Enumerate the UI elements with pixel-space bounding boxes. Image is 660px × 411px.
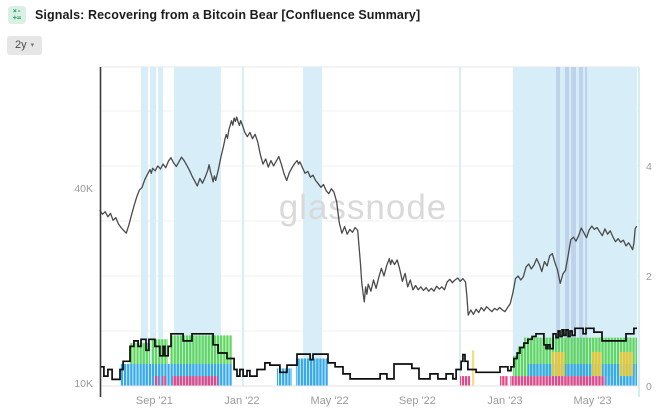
green-signal-bars [129, 343, 150, 364]
yellow-signal-bars [592, 351, 603, 377]
x-axis-tick-label: Sep '22 [399, 395, 436, 407]
yellow-signal-bars [552, 351, 565, 377]
yellow-signal-bars [472, 350, 475, 386]
blue-signal-bars [527, 364, 605, 377]
confluence-highlight-band [141, 67, 149, 386]
confluence-highlight-band [242, 67, 245, 386]
band-overlap-streak [564, 67, 570, 386]
blue-signal-bars [295, 358, 329, 386]
left-axis-tick-label: 40K [74, 183, 93, 195]
pink-signal-bars [154, 376, 159, 386]
left-axis-tick-label: 10K [74, 378, 93, 390]
x-axis-tick-label: Jan '22 [224, 395, 259, 407]
signals-calc-icon: ×- += [8, 6, 26, 24]
band-overlap-streak [556, 67, 560, 386]
plot-area[interactable] [100, 67, 639, 386]
icon-glyph-row: ×- [12, 7, 22, 15]
band-overlap-streak [571, 67, 577, 386]
pink-signal-bars [460, 376, 471, 386]
x-axis-tick-label: May '22 [310, 395, 348, 407]
time-range-label: 2y [15, 39, 27, 51]
confluence-highlight-band [149, 67, 156, 386]
page-title: Signals: Recovering from a Bitcoin Bear … [35, 8, 421, 22]
green-signal-bars [517, 346, 524, 377]
pink-signal-bars [500, 376, 508, 386]
pink-signal-bars [172, 376, 219, 386]
time-range-dropdown[interactable]: 2y ▾ [7, 36, 43, 55]
x-axis-tick-label: Sep '21 [136, 395, 173, 407]
chevron-down-icon: ▾ [30, 42, 35, 49]
confluence-highlight-band [173, 67, 221, 386]
yellow-signal-bars [619, 351, 634, 377]
band-overlap-streak [584, 67, 588, 386]
icon-glyph-row: += [12, 14, 22, 22]
band-overlap-streak [578, 67, 584, 386]
btc-price-line [99, 116, 638, 316]
green-signal-bars [512, 355, 518, 377]
confluence-highlight-band [458, 67, 462, 386]
confluence-highlight-band [158, 67, 164, 386]
x-axis-tick-label: May '23 [573, 395, 611, 407]
pink-signal-bars [509, 376, 605, 386]
confluence-highlight-band [303, 67, 322, 386]
glassnode-watermark: glassnode [279, 188, 448, 227]
pink-signal-bars [162, 376, 166, 386]
confluence-step-line [100, 327, 637, 381]
chart-header: ×- += Signals: Recovering from a Bitcoin… [8, 6, 420, 24]
right-axis-tick-label: 4 [646, 161, 652, 173]
x-axis-tick-label: Jan '23 [487, 395, 522, 407]
green-signal-bars [169, 335, 233, 364]
right-axis-tick-label: 0 [646, 381, 652, 393]
right-axis-tick-label: 2 [646, 271, 652, 283]
